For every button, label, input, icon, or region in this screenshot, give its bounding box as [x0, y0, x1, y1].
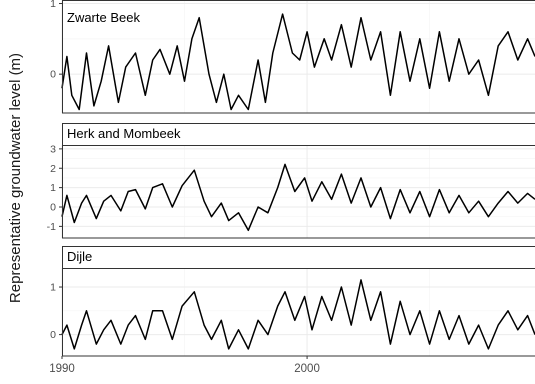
series-line [61, 279, 535, 350]
y-tick-label: 1 [50, 0, 56, 10]
panel-frame [62, 0, 535, 114]
y-tick-label: 3 [50, 143, 56, 155]
panel-title: Dijle [67, 249, 92, 264]
x-axis-ticks: 1990 2000 [49, 356, 320, 375]
panel-title: Herk and Mombeek [67, 126, 181, 141]
y-tick-label: 0 [50, 329, 56, 341]
y-tick-label: 0 [50, 69, 56, 81]
panel-herk-and-mombeek: Herk and Mombeek -1 0 1 2 3 [47, 123, 535, 239]
x-tick-label: 1990 [49, 363, 75, 375]
series-line [61, 13, 535, 111]
y-tick-label: 2 [50, 163, 56, 175]
panel-title: Zwarte Beek [67, 10, 140, 25]
y-tick-label: 1 [50, 182, 56, 194]
panel-zwarte-beek: Zwarte Beek 0 1 [50, 0, 535, 114]
y-tick-label: -1 [47, 221, 56, 233]
y-tick-label: 0 [50, 202, 56, 214]
panel-dijle: Dijle 0 1 [50, 246, 535, 357]
panel-frame [62, 246, 535, 357]
panel-frame [62, 123, 535, 239]
series-line [61, 163, 535, 232]
y-tick-label: 1 [50, 282, 56, 294]
y-axis-label: Representative groundwater level (m) [7, 53, 24, 303]
x-tick-label: 2000 [294, 363, 320, 375]
